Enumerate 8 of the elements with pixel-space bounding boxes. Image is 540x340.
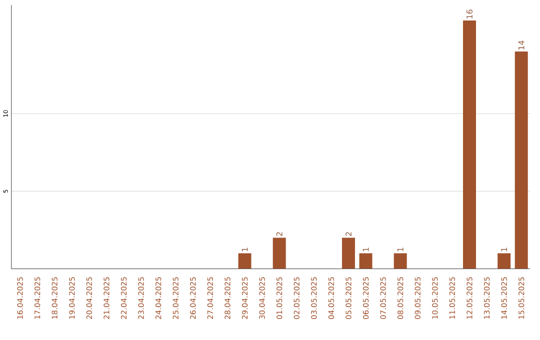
- bar: [342, 238, 355, 269]
- bar: [514, 52, 528, 269]
- bar: [359, 253, 372, 269]
- bar: [238, 253, 252, 269]
- bar: [394, 253, 407, 269]
- bar: [498, 253, 511, 269]
- bar: [463, 20, 476, 269]
- bar: [272, 238, 286, 269]
